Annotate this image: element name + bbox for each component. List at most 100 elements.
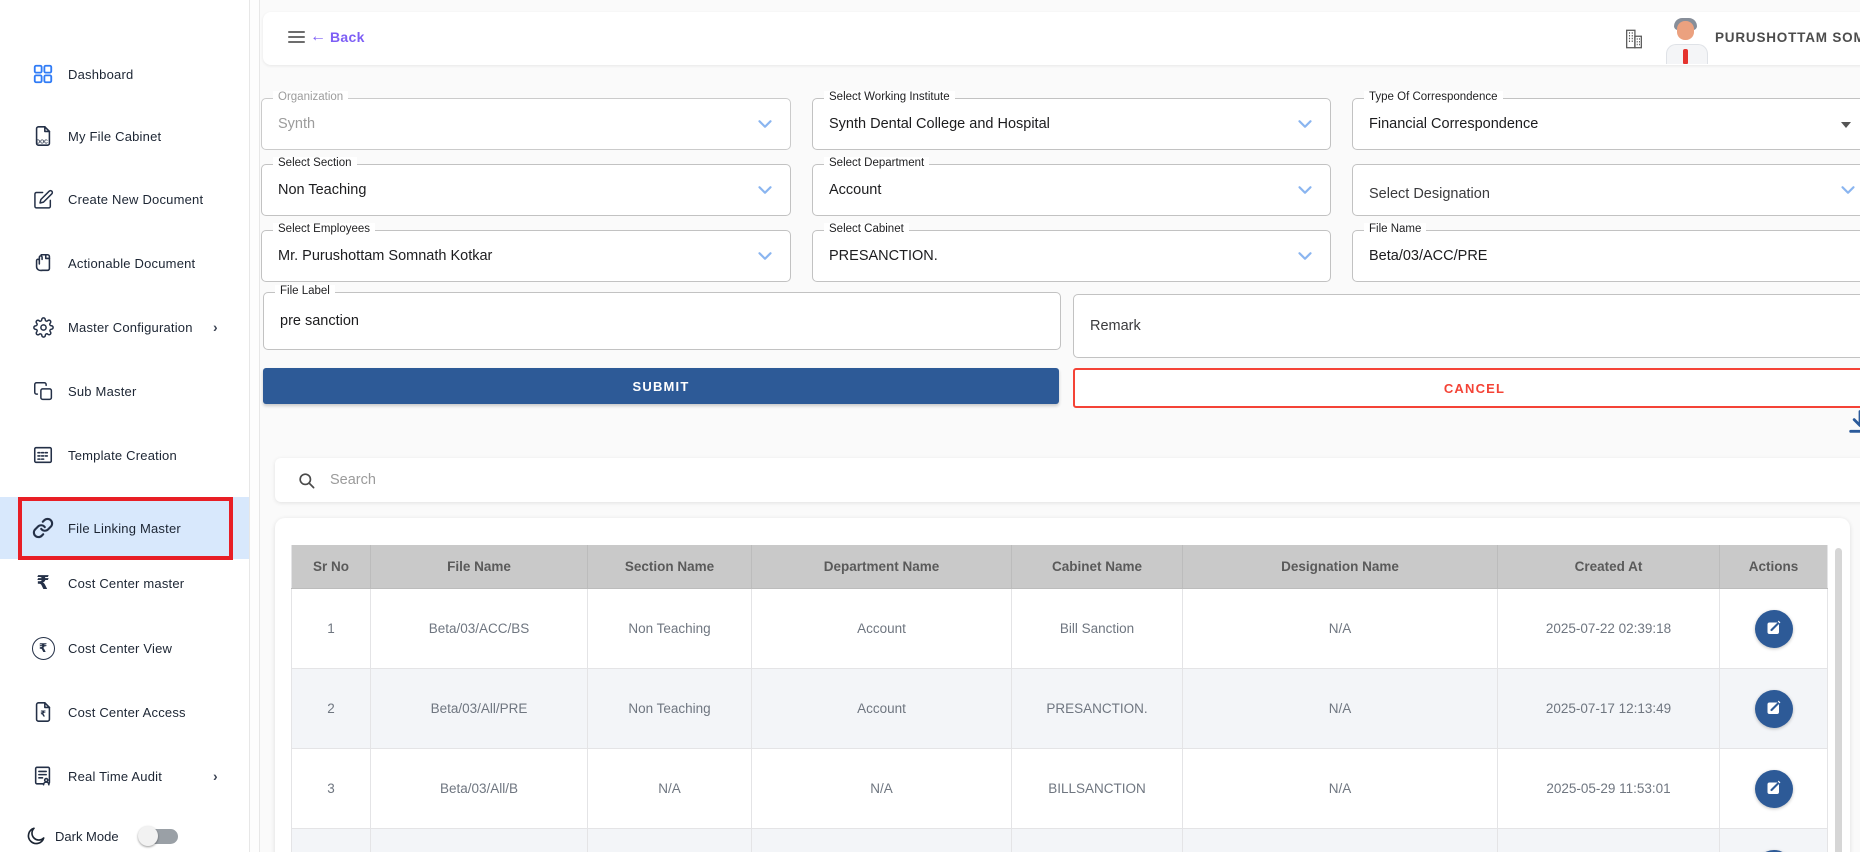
edit-button[interactable] [1754,609,1793,648]
cancel-button[interactable]: CANCEL [1073,368,1860,408]
dark-mode-switch[interactable] [138,825,178,846]
cell-section: Non Teaching [587,588,752,669]
chevron-down-icon [754,179,776,201]
remark-textarea[interactable]: Remark [1073,294,1860,358]
hamburger-menu-icon[interactable] [288,31,305,46]
chevron-down-icon [1294,179,1316,201]
rupee-document-icon: ₹ [31,700,55,724]
section-select[interactable]: Select Section Non Teaching [261,157,791,216]
column-header-department-name: Department Name [751,545,1012,589]
sidebar-item-cost-center-access[interactable]: ₹ Cost Center Access [0,681,249,743]
table-row: 3 Beta/03/All/B N/A N/A BILLSANCTION N/A 2025-… [291,748,1828,829]
table-row: 2 Beta/03/All/PRE Non Teaching Account PRESA… [291,668,1828,749]
chevron-right-icon: › [213,768,218,784]
sidebar-item-template-creation[interactable]: Template Creation [0,424,249,486]
table-scrollbar[interactable] [1835,548,1842,852]
designation-select[interactable]: Select Designation [1352,164,1860,216]
file-label-input[interactable]: File Label pre sanction [263,285,1061,350]
sidebar-item-label: My File Cabinet [68,128,162,144]
sidebar-item-label: Create New Document [68,191,204,207]
cell-sr: 2 [291,668,371,749]
edit-button[interactable] [1754,689,1793,728]
dark-mode-switch-knob[interactable] [138,825,158,846]
sidebar-scrollbar[interactable] [249,0,260,852]
sidebar-item-label: Cost Center master [68,575,185,591]
sidebar-item-label: Actionable Document [68,255,196,271]
column-header-file-name: File Name [370,545,588,589]
cell-section: Non Teaching [587,668,752,749]
working-institute-select[interactable]: Select Working Institute Synth Dental Co… [812,91,1331,150]
department-select[interactable]: Select Department Account [812,157,1331,216]
cell-section: N/A [587,828,752,852]
edit-pencil-icon [1765,778,1783,799]
cell-department: N/A [751,748,1012,829]
file-linking-table: Sr No File Name Section Name Department Nam… [291,545,1828,852]
svg-text:₹: ₹ [40,709,46,719]
dashboard-grid-icon [31,62,55,86]
submit-button[interactable]: SUBMIT [263,368,1059,404]
back-arrow-icon: ← [310,28,326,45]
edit-button[interactable] [1754,849,1793,852]
sidebar-item-cost-center-view[interactable]: ₹ Cost Center View [0,617,249,679]
file-name-input[interactable]: File Name Beta/03/ACC/PRE [1352,223,1860,282]
sidebar-item-dashboard[interactable]: Dashboard [0,43,249,105]
cell-designation: N/A [1182,668,1498,749]
cell-department: Account [751,588,1012,669]
back-button[interactable]: ← Back [310,28,365,45]
sidebar-item-file-linking-master[interactable]: File Linking Master [0,497,249,559]
cell-section: N/A [587,748,752,829]
dark-mode-label: Dark Mode [55,828,119,844]
cell-designation: N/A [1182,828,1498,852]
chevron-down-icon [1837,179,1859,201]
sidebar-item-label: Cost Center View [68,640,173,656]
sidebar-item-sub-master[interactable]: Sub Master [0,360,249,422]
search-input[interactable] [328,471,932,489]
employees-select[interactable]: Select Employees Mr. Purushottam Somnath… [261,223,791,282]
sidebar-item-cost-center-master[interactable]: ₹ Cost Center master [0,552,249,614]
column-header-created-at: Created At [1497,545,1720,589]
cell-cabinet: PRESANCTION. [1011,828,1183,852]
sidebar-item-label: Real Time Audit [68,768,163,784]
edit-square-icon [31,187,55,211]
hand-document-icon [31,251,55,275]
copy-icon [31,379,55,403]
sidebar-item-create-new-document[interactable]: Create New Document [0,168,249,230]
table-row: 1 Beta/03/ACC/BS Non Teaching Account Bill S… [291,588,1828,669]
cell-file-name: Beta/03/All/PRE [370,828,588,852]
correspondence-type-select[interactable]: Type Of Correspondence Financial Corresp… [1352,91,1860,150]
sidebar-item-actionable-document[interactable]: Actionable Document [0,232,249,294]
chevron-down-icon [754,245,776,267]
cell-cabinet: Bill Sanction [1011,588,1183,669]
cell-file-name: Beta/03/All/B [370,748,588,829]
sidebar-item-master-configuration[interactable]: Master Configuration › [0,296,249,358]
edit-button[interactable] [1754,769,1793,808]
chevron-down-icon [1294,113,1316,135]
cell-cabinet: BILLSANCTION [1011,748,1183,829]
edit-pencil-icon [1765,698,1783,719]
sidebar-item-my-file-cabinet[interactable]: DOC My File Cabinet [0,105,249,167]
sidebar-item-label: File Linking Master [68,520,181,536]
user-avatar[interactable] [1665,18,1708,64]
cell-created-at: 2025-05-08 11:50:44 [1497,828,1720,852]
organization-select[interactable]: Organization Synth [261,91,791,150]
chevron-right-icon: › [213,319,218,335]
cell-created-at: 2025-07-22 02:39:18 [1497,588,1720,669]
sidebar-item-real-time-audit[interactable]: Real Time Audit › [0,745,249,807]
cell-sr: 4 [291,828,371,852]
sidebar-item-label: Dashboard [68,66,134,82]
svg-text:DOC: DOC [36,139,48,145]
cell-designation: N/A [1182,748,1498,829]
cell-actions [1719,828,1828,852]
column-header-actions: Actions [1719,545,1828,589]
organization-building-icon[interactable] [1623,28,1645,50]
audit-document-icon [31,764,55,788]
dropdown-arrow-icon [1841,122,1851,128]
cabinet-select[interactable]: Select Cabinet PRESANCTION. [812,223,1331,282]
search-icon [297,471,316,490]
download-icon[interactable] [1846,408,1860,436]
cell-department: Account [751,668,1012,749]
cell-department: N/A [751,828,1012,852]
rupee-circle-icon: ₹ [31,636,55,660]
user-name[interactable]: PURUSHOTTAM SOM. [1715,30,1860,45]
sidebar-item-label: Sub Master [68,383,137,399]
